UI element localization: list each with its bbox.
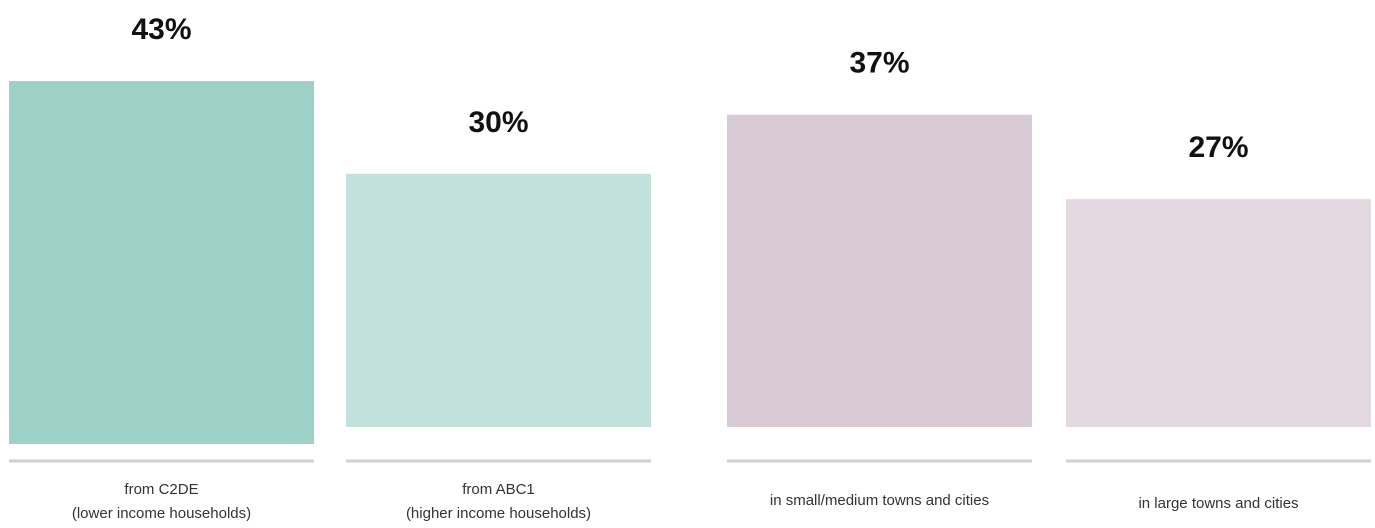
category-label-1-line-1: from C2DE: [124, 481, 198, 498]
category-label-1-line-2: (lower income households): [72, 505, 251, 522]
bar-4: [1066, 199, 1371, 427]
category-label-2-line-1: from ABC1: [462, 481, 535, 498]
value-label-3: 37%: [849, 47, 909, 80]
category-label-4-line-1: in large towns and cities: [1138, 495, 1298, 512]
bar-1: [9, 81, 314, 444]
category-label-2-line-2: (higher income households): [406, 505, 591, 522]
category-label-3-line-1: in small/medium towns and cities: [770, 492, 989, 509]
value-label-1: 43%: [131, 13, 191, 46]
bar-2: [346, 173, 651, 427]
bar-3: [727, 114, 1032, 427]
value-label-4: 27%: [1188, 131, 1248, 164]
value-label-2: 30%: [468, 106, 528, 139]
